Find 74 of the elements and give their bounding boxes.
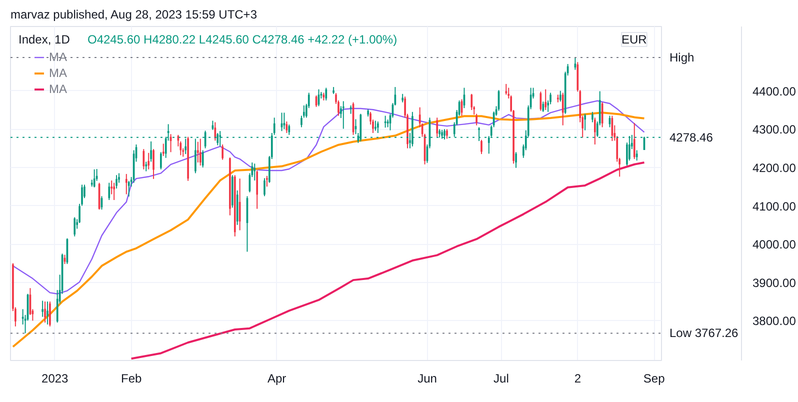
x-tick-label: 2023 (42, 372, 69, 386)
x-tick-label: Feb (120, 372, 142, 386)
candlestick (145, 161, 148, 172)
candlestick (633, 122, 636, 160)
candlestick (562, 92, 564, 126)
candlestick (636, 150, 638, 162)
candlestick (44, 301, 46, 324)
y-tick-label: 4100.00 (752, 199, 796, 214)
y-tick-label: 4400.00 (752, 84, 796, 98)
candlestick (196, 141, 199, 163)
candlestick (150, 140, 152, 162)
chart-subtitle: marvaz published, Aug 28, 2023 15:59 UTC+3 (10, 8, 258, 22)
legend-label: MA (49, 82, 68, 96)
text: Index, 1D (18, 32, 70, 46)
ref-line-label: High (670, 50, 694, 65)
candlestick (116, 174, 118, 190)
candlestick (49, 301, 51, 327)
legend-label: MA (49, 50, 68, 64)
x-tick-label: Jun (418, 372, 437, 386)
candlestick (446, 128, 448, 140)
candlestick (592, 111, 594, 123)
candlestick (480, 139, 482, 155)
candlestick (325, 87, 328, 101)
y-tick-label: 3900.00 (752, 276, 796, 290)
candlestick (93, 168, 96, 188)
x-tick-label: 2 (574, 372, 582, 386)
annotation: O4245.60 H4280.22 L4245.60 C4278.46 +42.22 (+1.00%) (88, 32, 398, 46)
candlestick (160, 152, 162, 170)
candlestick (148, 152, 150, 170)
candlestick (264, 178, 266, 197)
candlestick (238, 178, 241, 231)
candlestick (125, 173, 128, 195)
x-tick-label: Apr (267, 372, 286, 386)
candlestick (266, 175, 268, 188)
candlestick (594, 117, 596, 145)
candlestick (254, 163, 256, 181)
candlestick (505, 83, 508, 96)
candlestick (128, 180, 130, 198)
candlestick (559, 90, 562, 102)
x-tick-label: Jul (494, 372, 509, 386)
candlestick (374, 120, 376, 132)
candlestick (108, 182, 110, 201)
annotation: EUR (622, 32, 648, 46)
ref-line-label: 4278.46 (670, 130, 714, 144)
candlestick (584, 113, 586, 131)
candlestick (194, 138, 196, 174)
x-tick-label: Sep (643, 372, 666, 386)
candlestick (199, 138, 202, 166)
candlestick (376, 120, 379, 134)
y-tick-label: 3800.00 (752, 314, 796, 328)
y-tick-label: 4300.00 (752, 122, 796, 137)
candlestick (436, 117, 438, 138)
candlestick (342, 100, 344, 130)
ref-line-label: Low 3767.26 (670, 326, 739, 340)
candlestick (113, 182, 115, 201)
candlestick (288, 124, 290, 136)
candlestick (46, 301, 48, 325)
candlestick (542, 101, 544, 112)
candlestick (470, 93, 473, 110)
candlestick (544, 88, 547, 110)
y-tick-label: 4200.00 (752, 160, 796, 175)
candlestick (142, 148, 145, 170)
candlestick (42, 300, 44, 318)
y-tick-label: 4000.00 (752, 238, 796, 252)
candlestick (515, 152, 517, 168)
candlestick (540, 91, 542, 112)
candlestick (222, 144, 224, 160)
legend-label: MA (49, 66, 68, 80)
candlestick (202, 150, 204, 168)
candlestick (256, 170, 258, 210)
candlestick (74, 216, 76, 237)
line-series (130, 161, 646, 360)
candlestick (152, 148, 154, 180)
candlestick (214, 122, 216, 142)
